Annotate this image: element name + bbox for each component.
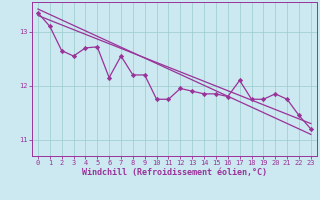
X-axis label: Windchill (Refroidissement éolien,°C): Windchill (Refroidissement éolien,°C) <box>82 168 267 177</box>
